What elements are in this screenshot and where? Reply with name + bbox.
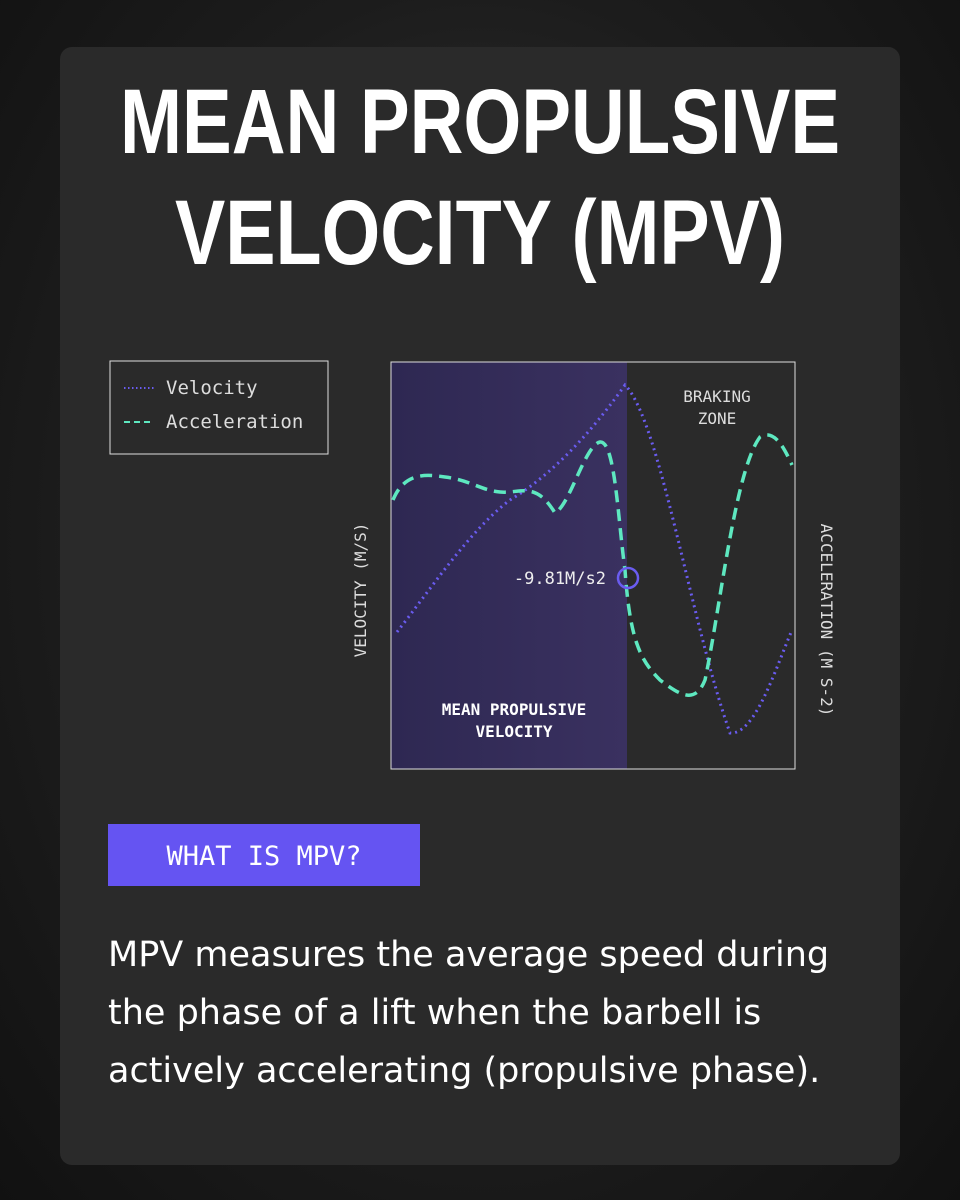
propulsive-zone xyxy=(391,362,627,769)
legend-box xyxy=(109,360,329,455)
zone-label: ZONE xyxy=(698,409,737,428)
title-line: VELOCITY (MPV) xyxy=(175,182,785,284)
velocity-curve xyxy=(395,382,794,735)
legend-label: Velocity xyxy=(166,377,258,399)
section-button xyxy=(108,824,420,886)
title-line: MEAN PROPULSIVE xyxy=(120,71,840,173)
annotation: -9.81M/s2 xyxy=(514,569,606,589)
section-button-label: WHAT IS MPV? xyxy=(166,841,361,872)
y2-axis-label: ACCELERATION (M S-2) xyxy=(817,524,836,717)
legend-label: Acceleration xyxy=(166,411,303,433)
chart-frame xyxy=(390,361,796,770)
zone-label: BRAKING xyxy=(683,387,750,406)
y-axis-label: VELOCITY (M/S) xyxy=(351,523,370,658)
body-text: MPV measures the average speed during th… xyxy=(108,935,830,1091)
annotation-marker xyxy=(616,566,640,590)
zone-label: MEAN PROPULSIVE xyxy=(442,700,587,719)
zone-label: VELOCITY xyxy=(475,722,552,741)
acceleration-curve xyxy=(391,433,794,697)
